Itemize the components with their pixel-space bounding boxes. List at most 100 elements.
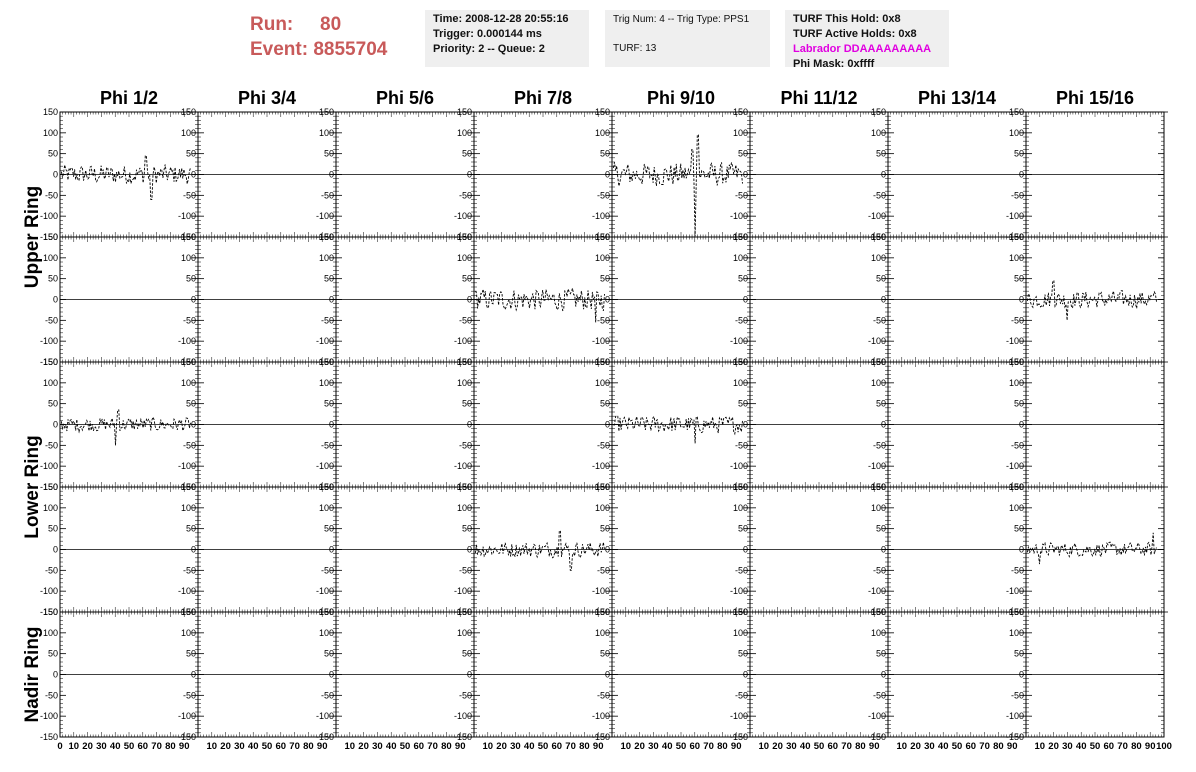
y-tick-label: 50 xyxy=(462,399,472,409)
y-tick-label: -100 xyxy=(178,461,196,471)
column-header: Phi 7/8 xyxy=(514,88,572,108)
y-tick-label: 100 xyxy=(733,253,748,263)
y-tick-label: -50 xyxy=(735,440,748,450)
y-tick-label: 50 xyxy=(462,274,472,284)
y-tick-label: 0 xyxy=(191,545,196,555)
y-tick-label: 150 xyxy=(43,357,58,367)
y-tick-label: 0 xyxy=(467,170,472,180)
y-tick-label: -100 xyxy=(730,211,748,221)
y-tick-label: 100 xyxy=(733,128,748,138)
y-tick-label: 50 xyxy=(1014,399,1024,409)
y-tick-label: 100 xyxy=(43,253,58,263)
y-tick-label: 50 xyxy=(600,149,610,159)
y-tick-label: -50 xyxy=(321,565,334,575)
trig-num-text: Trig Num: 4 -- Trig Type: PPS1 xyxy=(613,14,750,25)
y-tick-label: 50 xyxy=(1014,274,1024,284)
y-tick-label: 50 xyxy=(48,524,58,534)
waveform-trace xyxy=(612,134,743,237)
y-tick-label: 100 xyxy=(595,378,610,388)
y-tick-label: 100 xyxy=(457,378,472,388)
y-tick-label: -100 xyxy=(178,336,196,346)
y-tick-label: -50 xyxy=(183,315,196,325)
y-tick-label: -100 xyxy=(454,461,472,471)
event-line: Event: 8855704 xyxy=(250,37,420,62)
column-header: Phi 9/10 xyxy=(647,88,715,108)
y-tick-label: 150 xyxy=(871,232,886,242)
y-tick-label: 0 xyxy=(881,420,886,430)
y-tick-label: 150 xyxy=(319,232,334,242)
y-tick-label: -100 xyxy=(316,211,334,221)
y-tick-label: 150 xyxy=(871,107,886,117)
run-line: Run: 80 xyxy=(250,12,420,37)
y-tick-label: 100 xyxy=(181,253,196,263)
y-tick-label: 0 xyxy=(743,420,748,430)
y-tick-label: 50 xyxy=(1014,149,1024,159)
waveform-trace xyxy=(60,409,191,446)
y-tick-label: -100 xyxy=(40,336,58,346)
y-tick-label: 150 xyxy=(319,107,334,117)
y-tick-label: -100 xyxy=(592,211,610,221)
column-header: Phi 1/2 xyxy=(100,88,158,108)
y-tick-label: 0 xyxy=(53,420,58,430)
y-tick-label: -100 xyxy=(178,586,196,596)
y-tick-label: 0 xyxy=(743,170,748,180)
y-tick-label: -100 xyxy=(316,461,334,471)
run-value: 80 xyxy=(320,14,342,35)
y-tick-label: 0 xyxy=(1019,295,1024,305)
y-tick-label: 150 xyxy=(1009,232,1024,242)
phi-mask-text: Phi Mask: 0xffff xyxy=(793,58,875,70)
y-tick-label: 50 xyxy=(324,274,334,284)
y-tick-label: -100 xyxy=(178,211,196,221)
y-tick-label: 100 xyxy=(319,378,334,388)
y-tick-label: 0 xyxy=(1019,420,1024,430)
y-tick-label: 100 xyxy=(457,253,472,263)
y-tick-label: 100 xyxy=(181,503,196,513)
y-tick-label: 0 xyxy=(605,170,610,180)
y-tick-label: -100 xyxy=(868,461,886,471)
y-tick-label: 0 xyxy=(329,545,334,555)
y-tick-label: -50 xyxy=(459,315,472,325)
y-tick-label: 0 xyxy=(53,545,58,555)
row-group-label: Nadir Ring xyxy=(22,626,43,722)
y-tick-label: 150 xyxy=(871,357,886,367)
y-tick-label: 150 xyxy=(595,107,610,117)
y-tick-label: 150 xyxy=(595,357,610,367)
column-header: Phi 3/4 xyxy=(238,88,296,108)
y-tick-label: -100 xyxy=(868,211,886,221)
y-tick-label: 0 xyxy=(1019,170,1024,180)
y-tick-label: 50 xyxy=(186,524,196,534)
y-tick-label: 100 xyxy=(319,253,334,263)
priority-text: Priority: 2 -- Queue: 2 xyxy=(433,43,545,55)
y-tick-label: 100 xyxy=(871,128,886,138)
y-tick-label: -100 xyxy=(1006,461,1024,471)
y-tick-label: -50 xyxy=(597,315,610,325)
y-tick-label: -50 xyxy=(1011,440,1024,450)
waveform-trace xyxy=(1026,280,1157,321)
y-tick-label: 0 xyxy=(329,295,334,305)
y-tick-label: 100 xyxy=(871,378,886,388)
y-tick-label: -50 xyxy=(873,315,886,325)
y-tick-label: -100 xyxy=(592,336,610,346)
y-tick-label: -50 xyxy=(597,440,610,450)
row-group-label: Lower Ring xyxy=(22,435,43,538)
y-tick-label: 100 xyxy=(1009,253,1024,263)
trigger-text: Trigger: 0.000144 ms xyxy=(433,28,542,40)
y-tick-label: -150 xyxy=(40,607,58,617)
y-tick-label: -50 xyxy=(873,190,886,200)
run-event-box: Run: 80 Event: 8855704 xyxy=(250,12,420,64)
y-tick-label: 50 xyxy=(600,399,610,409)
y-tick-label: -150 xyxy=(40,482,58,492)
column-header: Phi 13/14 xyxy=(918,88,996,108)
y-tick-label: 50 xyxy=(186,149,196,159)
column-header: Phi 11/12 xyxy=(780,88,857,108)
y-tick-label: -100 xyxy=(454,211,472,221)
y-tick-label: 150 xyxy=(733,357,748,367)
y-tick-label: 150 xyxy=(457,232,472,242)
y-tick-label: 100 xyxy=(181,128,196,138)
y-tick-label: 150 xyxy=(595,232,610,242)
y-tick-label: -100 xyxy=(592,461,610,471)
y-tick-label: 0 xyxy=(605,420,610,430)
y-tick-label: 100 xyxy=(1009,378,1024,388)
y-tick-label: -100 xyxy=(316,336,334,346)
y-tick-label: -100 xyxy=(40,461,58,471)
